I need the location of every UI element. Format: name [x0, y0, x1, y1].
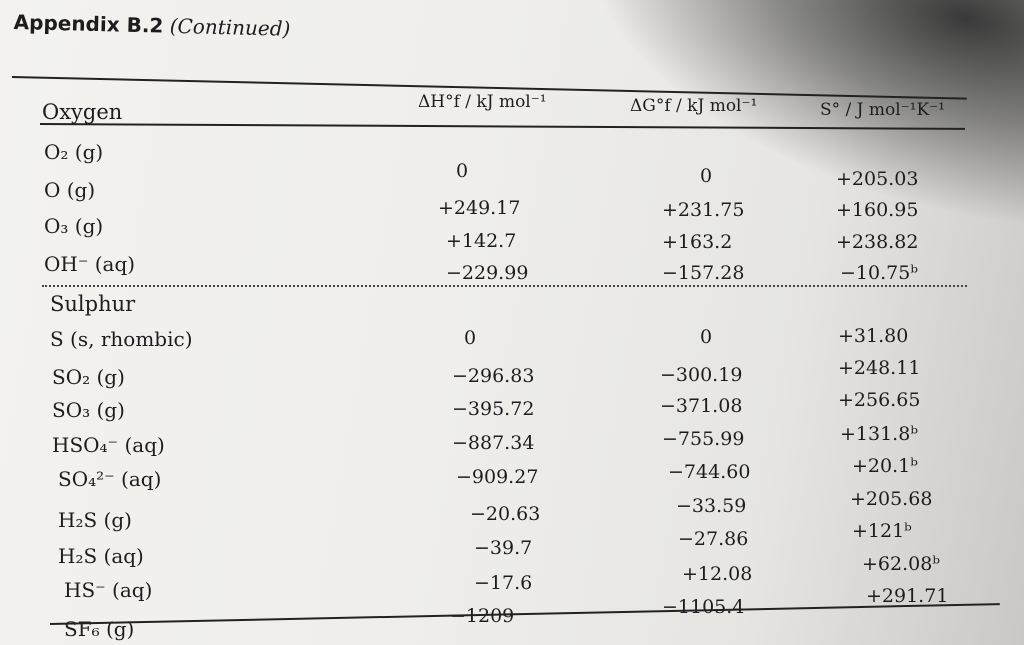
- species-cell: S (s, rhombic): [50, 327, 193, 351]
- species-cell: SO₂ (g): [52, 365, 125, 389]
- value-cell-dh: +249.17: [438, 197, 521, 219]
- species-cell: H₂S (aq): [58, 544, 144, 568]
- value-cell-dg: +231.75: [662, 199, 745, 221]
- value-cell-dh: −887.34: [452, 432, 535, 454]
- value-cell-dh: −17.6: [474, 572, 533, 594]
- value-cell-dg: −1105.4: [662, 596, 745, 618]
- value-cell-s: +121ᵇ: [852, 520, 912, 542]
- value-cell-dg: 0: [700, 326, 713, 348]
- value-cell-s: +20.1ᵇ: [852, 455, 918, 477]
- section-divider: [42, 285, 967, 287]
- value-cell-dg: −27.86: [678, 528, 749, 550]
- value-cell-dh: −296.83: [452, 365, 535, 387]
- value-cell-s: +256.65: [838, 389, 921, 411]
- species-cell: HS⁻ (aq): [64, 578, 153, 602]
- value-cell-dh: −39.7: [474, 537, 533, 559]
- value-cell-dg: −371.08: [660, 395, 743, 417]
- value-cell-s: +205.68: [850, 488, 933, 510]
- value-cell-s: −10.75ᵇ: [840, 262, 918, 284]
- species-cell: O (g): [44, 178, 96, 202]
- species-cell: HSO₄⁻ (aq): [52, 433, 165, 457]
- value-cell-dh: −909.27: [456, 466, 539, 488]
- value-cell-s: +131.8ᵇ: [840, 423, 918, 445]
- value-cell-dg: −33.59: [676, 495, 747, 517]
- value-cell-dg: +12.08: [682, 563, 753, 585]
- value-cell-s: +291.71: [866, 585, 949, 607]
- bottom-rule: [49, 603, 1000, 625]
- value-cell-dh: −395.72: [452, 398, 535, 420]
- value-cell-s: +205.03: [836, 168, 919, 190]
- header-entropy: S° / J mol⁻¹K⁻¹: [820, 100, 945, 120]
- value-cell-dh: −1209: [450, 605, 515, 627]
- value-cell-dh: 0: [464, 327, 477, 349]
- value-cell-s: +238.82: [836, 231, 919, 253]
- species-cell: O₃ (g): [44, 214, 104, 238]
- value-cell-s: +248.11: [838, 357, 921, 379]
- header-gibbs: ΔG°f / kJ mol⁻¹: [630, 96, 758, 116]
- section-label-sulphur: Sulphur: [50, 292, 136, 316]
- species-cell: SO₄²⁻ (aq): [58, 467, 162, 491]
- value-cell-dg: −157.28: [662, 262, 745, 284]
- page-title: Appendix B.2 (Continued): [13, 10, 290, 41]
- header-enthalpy: ΔH°f / kJ mol⁻¹: [418, 92, 547, 112]
- species-cell: H₂S (g): [58, 508, 132, 532]
- value-cell-dh: −20.63: [470, 503, 541, 525]
- value-cell-dg: −300.19: [660, 364, 743, 386]
- title-suffix: (Continued): [169, 13, 291, 41]
- species-cell: SO₃ (g): [52, 398, 125, 422]
- value-cell-dg: −755.99: [662, 428, 745, 450]
- title-prefix: Appendix B.2: [13, 10, 164, 38]
- value-cell-s: +62.08ᵇ: [862, 553, 940, 575]
- species-cell: OH⁻ (aq): [44, 252, 136, 276]
- photo-shadow: [540, 0, 1024, 240]
- value-cell-dh: +142.7: [446, 230, 517, 252]
- species-cell: O₂ (g): [44, 140, 104, 164]
- value-cell-dg: 0: [700, 165, 713, 187]
- value-cell-dh: 0: [456, 160, 469, 182]
- value-cell-dg: +163.2: [662, 231, 733, 253]
- value-cell-dh: −229.99: [446, 262, 529, 284]
- value-cell-s: +31.80: [838, 325, 909, 347]
- section-label-oxygen: Oxygen: [42, 100, 123, 124]
- header-rule: [39, 123, 965, 130]
- value-cell-s: +160.95: [836, 199, 919, 221]
- value-cell-dg: −744.60: [668, 461, 751, 483]
